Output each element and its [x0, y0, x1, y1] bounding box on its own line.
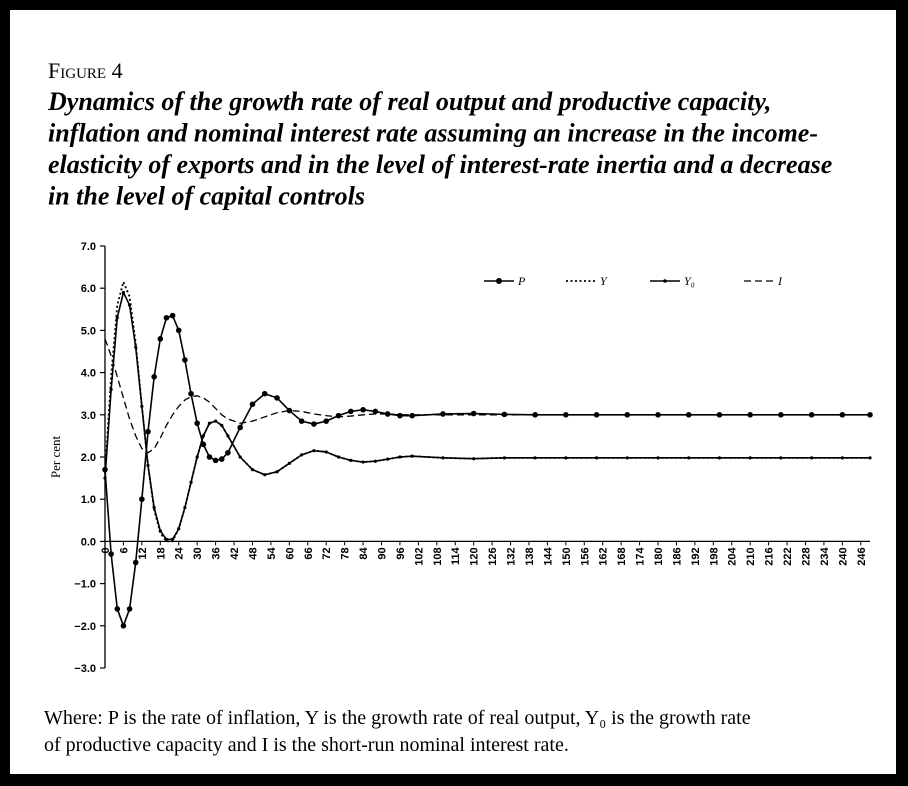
- x-tick-label: 78: [340, 547, 352, 559]
- x-tick-label: 120: [469, 547, 481, 565]
- legend-label: Y₀: [684, 274, 695, 288]
- series-line: [103, 290, 872, 541]
- x-tick-label: 168: [616, 547, 628, 565]
- series-line: [104, 338, 870, 454]
- x-tick-label: 36: [211, 547, 223, 559]
- title-line: inflation and nominal interest rate assu…: [48, 119, 818, 148]
- x-tick-label: 174: [635, 547, 647, 566]
- x-tick-label: 228: [800, 547, 812, 565]
- x-tick-label: 114: [450, 547, 462, 566]
- x-tick-label: 144: [542, 547, 554, 566]
- y-tick-label: 6.0: [81, 283, 96, 295]
- x-tick-label: 42: [229, 547, 241, 559]
- y-tick-label: −3.0: [74, 663, 96, 675]
- x-tick-label: 150: [561, 547, 573, 565]
- y-tick-label: 0.0: [81, 536, 96, 548]
- legend-marker: [496, 278, 502, 284]
- y-tick-label: 7.0: [81, 241, 96, 253]
- x-tick-label: 204: [727, 547, 739, 566]
- y-tick-label: 2.0: [81, 452, 96, 464]
- x-tick-label: 186: [671, 547, 683, 565]
- y-tick-label: −1.0: [74, 579, 96, 591]
- x-tick-label: 90: [377, 547, 389, 559]
- x-tick-label: 102: [413, 547, 425, 565]
- x-tick-label: 198: [708, 547, 720, 565]
- x-tick-label: 60: [284, 547, 296, 559]
- x-tick-label: 138: [524, 547, 536, 565]
- legend-label: P: [517, 274, 526, 288]
- x-tick-label: 72: [321, 547, 333, 559]
- title-line: elasticity of exports and in the level o…: [48, 150, 832, 179]
- x-tick-label: 24: [174, 547, 186, 560]
- caption-line: of productive capacity and I is the shor…: [44, 734, 569, 756]
- x-tick-label: 12: [137, 547, 149, 559]
- x-tick-label: 18: [155, 547, 167, 559]
- x-tick-label: 84: [358, 547, 370, 560]
- x-tick-label: 156: [579, 547, 591, 565]
- x-tick-label: 126: [487, 547, 499, 565]
- x-tick-label: 180: [653, 547, 665, 565]
- x-tick-label: 30: [192, 547, 204, 559]
- title-line: in the level of capital controls: [48, 182, 365, 211]
- x-tick-label: 162: [598, 547, 610, 565]
- caption-line: Where: P is the rate of inflation, Y is …: [44, 707, 751, 729]
- x-tick-label: 234: [819, 547, 831, 566]
- legend-marker: [663, 279, 667, 283]
- title-line: Dynamics of the growth rate of real outp…: [47, 87, 771, 116]
- y-tick-label: 3.0: [81, 410, 96, 422]
- caption: Where: P is the rate of inflation, Y is …: [44, 707, 751, 756]
- legend-label: Y: [600, 274, 608, 288]
- y-tick-label: 5.0: [81, 325, 96, 337]
- x-tick-label: 6: [118, 547, 130, 553]
- title: Dynamics of the growth rate of real outp…: [47, 87, 832, 211]
- x-tick-label: 48: [247, 547, 259, 559]
- x-tick-label: 66: [303, 547, 315, 559]
- x-tick-label: 216: [764, 547, 776, 565]
- legend-label: I: [777, 274, 783, 288]
- x-tick-label: 246: [856, 547, 868, 565]
- x-tick-label: 54: [266, 547, 278, 560]
- y-axis-label: Per cent: [48, 435, 63, 478]
- x-tick-label: 222: [782, 547, 794, 565]
- x-tick-label: 192: [690, 547, 702, 565]
- x-tick-label: 132: [506, 547, 518, 565]
- figure-label: Figure 4: [48, 58, 123, 83]
- x-tick-label: 240: [837, 547, 849, 565]
- y-tick-label: 1.0: [81, 494, 96, 506]
- y-tick-label: −2.0: [74, 621, 96, 633]
- y-tick-label: 4.0: [81, 368, 96, 380]
- x-tick-label: 210: [745, 547, 757, 565]
- x-tick-label: 96: [395, 547, 407, 559]
- x-tick-label: 108: [432, 547, 444, 565]
